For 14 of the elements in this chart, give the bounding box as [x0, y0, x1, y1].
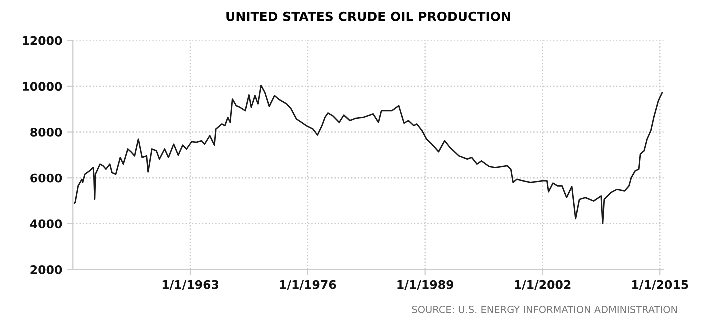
y-tick-label: 2000: [30, 265, 62, 274]
x-tick-label: 1/1/1963: [162, 280, 219, 290]
x-tick-label: 1/1/1976: [280, 280, 336, 290]
line-series: [74, 85, 664, 224]
x-tick-label: 1/1/2002: [515, 280, 571, 290]
x-tick-label: 1/1/1989: [398, 280, 454, 290]
y-tick-label: 8000: [30, 128, 62, 137]
x-tick-label: 1/1/2015: [632, 280, 688, 290]
chart-title: UNITED STATES CRUDE OIL PRODUCTION: [226, 12, 510, 22]
source-note: SOURCE: U.S. ENERGY INFORMATION ADMINISTRATION: [412, 306, 678, 314]
y-tick-label: 10000: [22, 82, 62, 92]
y-tick-label: 4000: [30, 220, 62, 229]
y-tick-label: 6000: [30, 174, 62, 183]
y-tick-label: 12000: [22, 36, 62, 46]
